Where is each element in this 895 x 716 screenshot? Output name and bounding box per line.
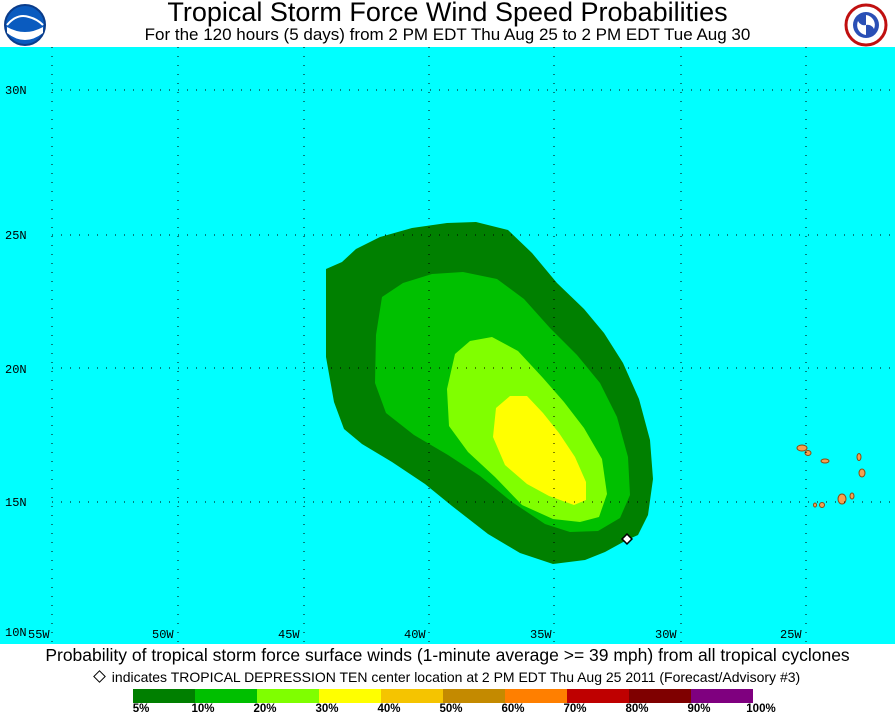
- legend-label: 30%: [315, 703, 339, 715]
- diamond-marker-icon: [92, 670, 106, 683]
- storm-center-marker: [620, 532, 634, 546]
- lat-label-20n: 20N: [5, 363, 27, 377]
- header: Tropical Storm Force Wind Speed Probabil…: [0, 0, 895, 47]
- footer-note-text: indicates TROPICAL DEPRESSION TEN center…: [111, 669, 801, 685]
- legend-swatch: [133, 689, 195, 703]
- map-title: Tropical Storm Force Wind Speed Probabil…: [167, 0, 728, 27]
- lon-label-45w: 45W: [278, 628, 300, 642]
- lon-label-30w: 30W: [655, 628, 677, 642]
- lon-label-50w: 50W: [152, 628, 174, 642]
- legend-swatch: [505, 689, 567, 703]
- lon-label-35w: 35W: [530, 628, 552, 642]
- legend-color-bar: [133, 689, 753, 703]
- legend-label: 5%: [132, 703, 150, 715]
- nws-logo: [844, 3, 888, 47]
- legend-label: 60%: [501, 703, 525, 715]
- legend-swatch: [381, 689, 443, 703]
- lat-label-10n: 10N: [5, 626, 27, 640]
- legend-label: 20%: [253, 703, 277, 715]
- probability-map: 30N 25N 20N 15N 10N 55W 50W 45W 40W 35W …: [0, 47, 895, 644]
- legend-swatch: [691, 689, 753, 703]
- legend-label: 40%: [377, 703, 401, 715]
- lon-label-40w: 40W: [404, 628, 426, 642]
- graticule: [51, 47, 895, 644]
- legend-labels: 5% 10% 20% 30% 40% 50% 60% 70% 80% 90% 100%: [0, 703, 895, 716]
- lat-label-15n: 15N: [5, 496, 27, 510]
- legend-swatch: [319, 689, 381, 703]
- legend-label: 80%: [625, 703, 649, 715]
- lat-label-30n: 30N: [5, 84, 27, 98]
- probability-contour-30: [493, 396, 586, 505]
- legend-label: 90%: [687, 703, 711, 715]
- lon-label-55w: 55W: [28, 628, 50, 642]
- lat-label-25n: 25N: [5, 229, 27, 243]
- legend-swatch: [443, 689, 505, 703]
- map-subtitle: For the 120 hours (5 days) from 2 PM EDT…: [144, 25, 751, 44]
- legend-label: 50%: [439, 703, 463, 715]
- legend-swatch: [567, 689, 629, 703]
- legend-label: 10%: [191, 703, 215, 715]
- legend-label: 70%: [563, 703, 587, 715]
- lon-label-25w: 25W: [780, 628, 802, 642]
- legend-swatch: [257, 689, 319, 703]
- legend-swatch: [195, 689, 257, 703]
- legend-swatch: [629, 689, 691, 703]
- noaa-logo: [4, 4, 46, 46]
- legend-label: 100%: [746, 703, 776, 715]
- footer-note: indicates TROPICAL DEPRESSION TEN center…: [0, 669, 895, 685]
- footer-caption: Probability of tropical storm force surf…: [45, 645, 850, 665]
